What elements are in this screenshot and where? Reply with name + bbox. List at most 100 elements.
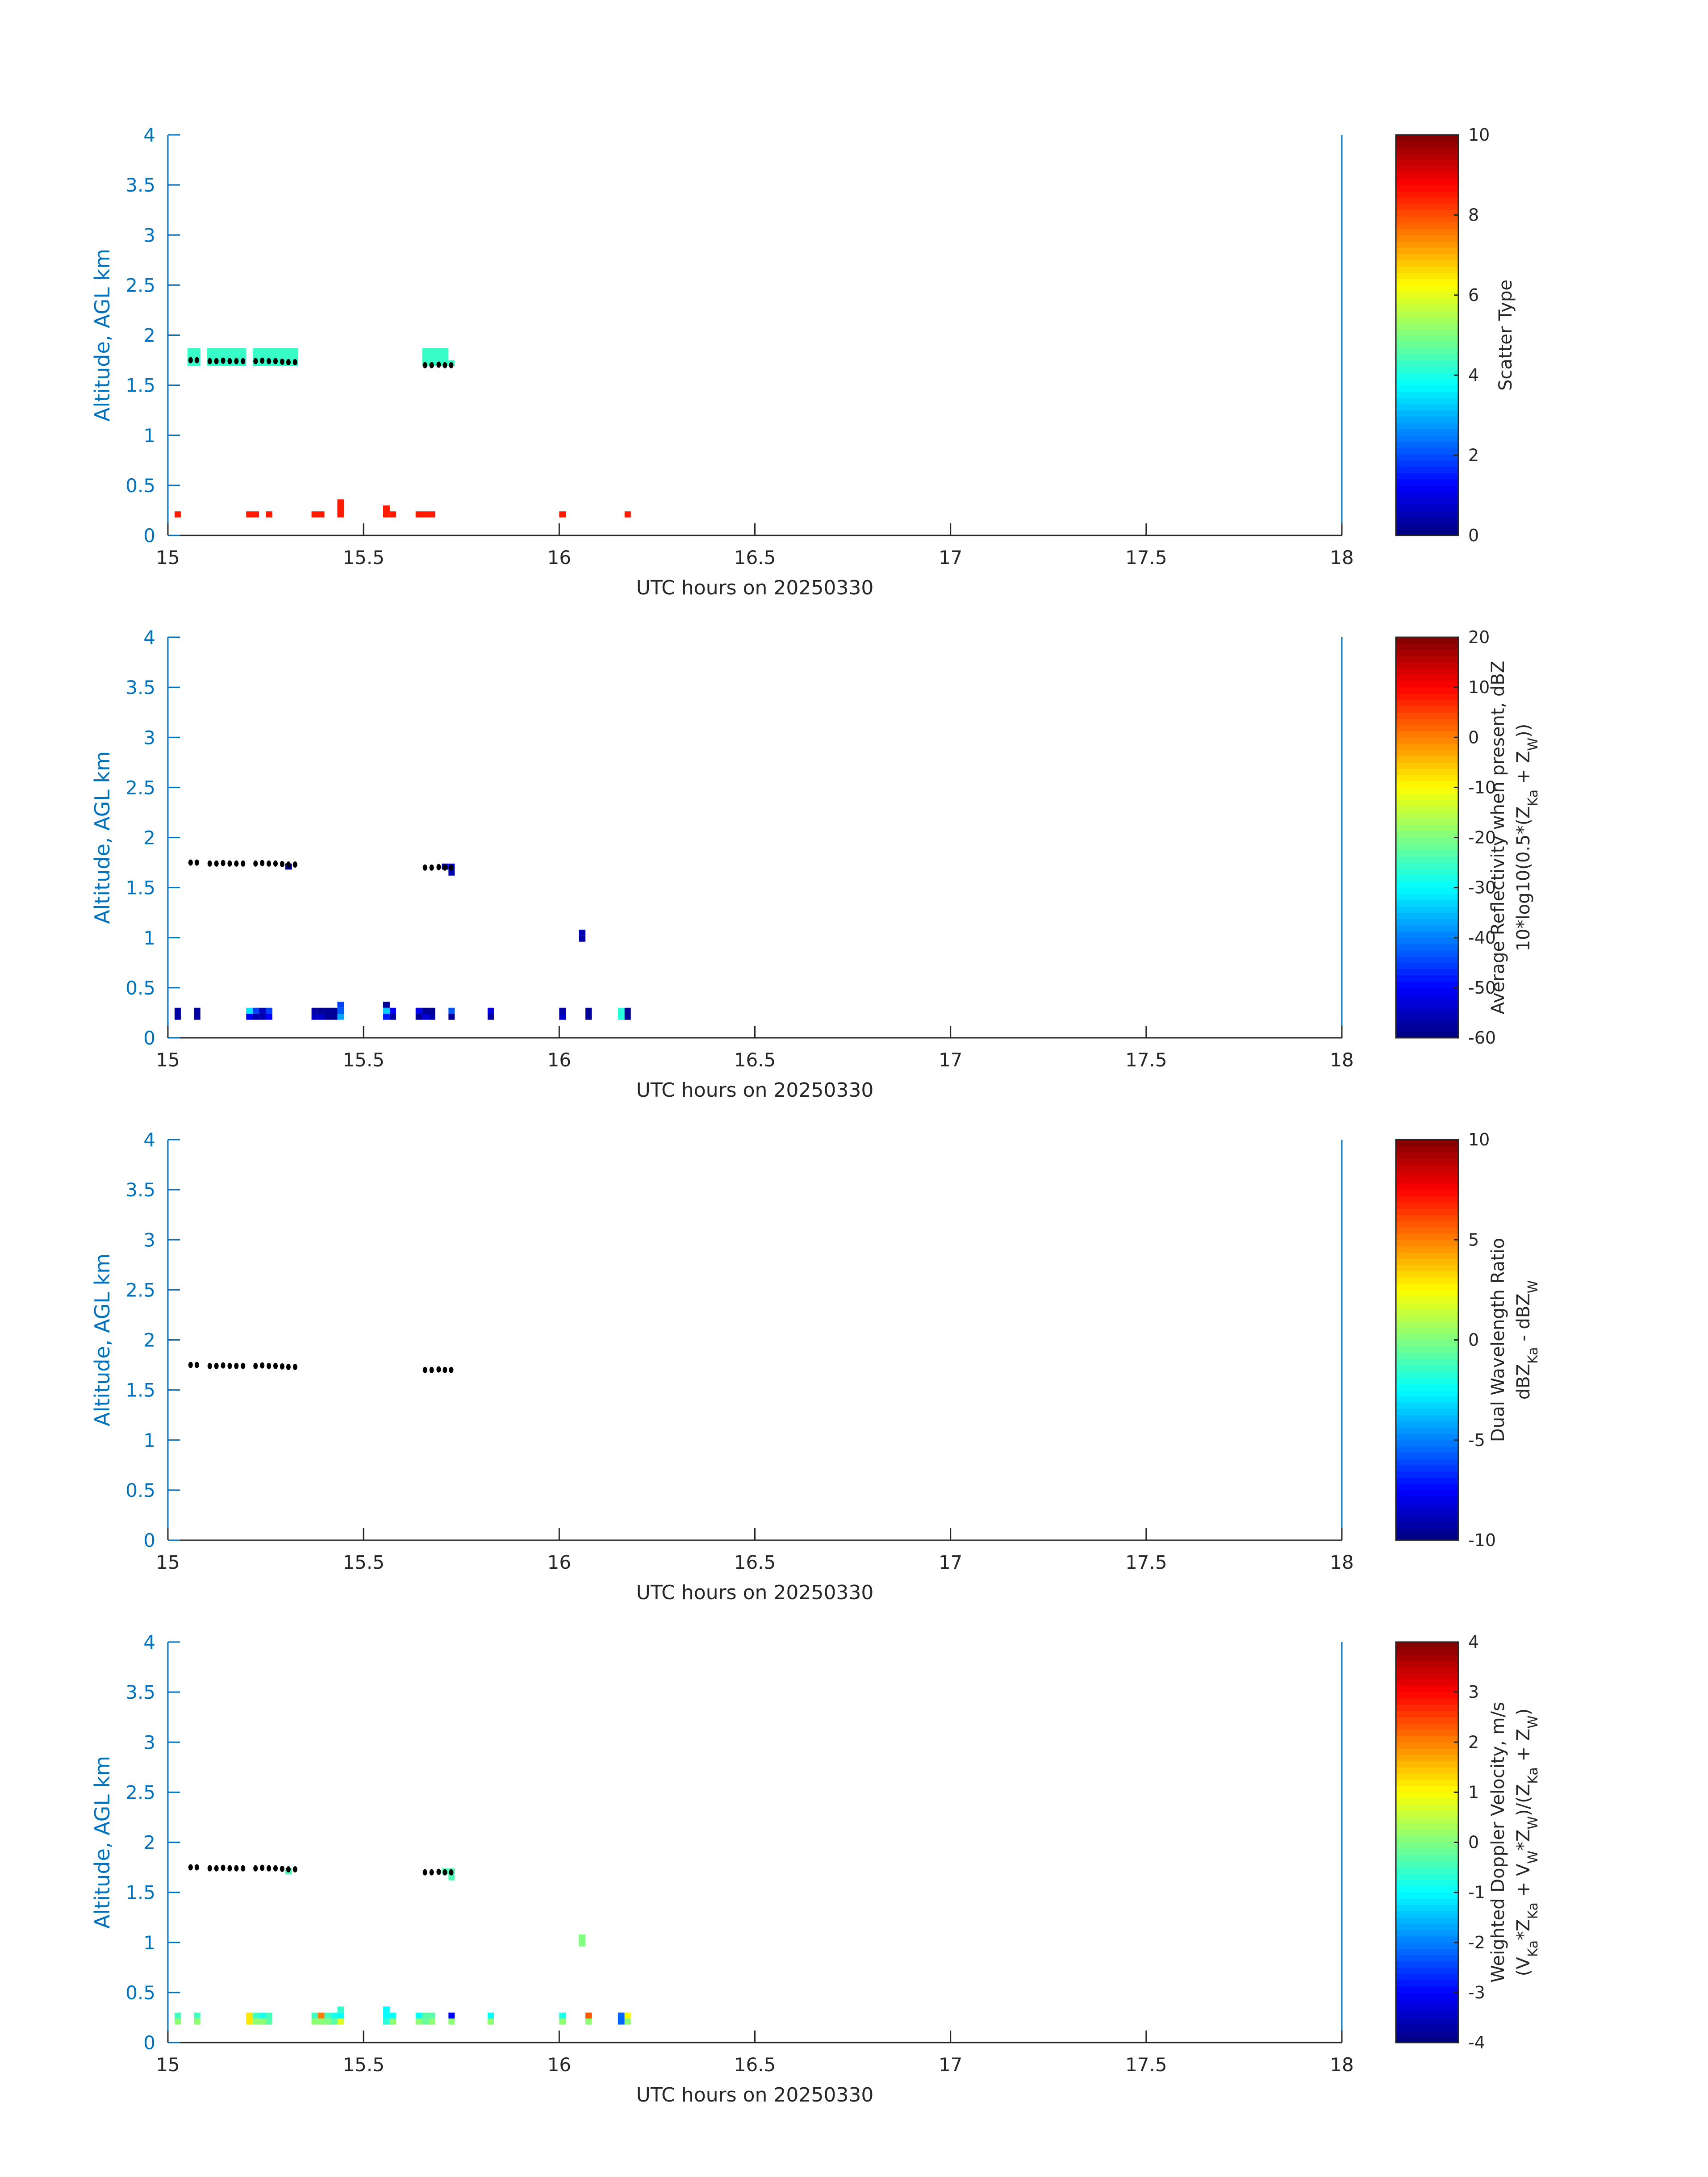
colorbar-band bbox=[1396, 1458, 1458, 1466]
colorbar-band bbox=[1396, 185, 1458, 192]
data-cell bbox=[174, 1007, 181, 1014]
data-cell bbox=[266, 511, 272, 518]
colorbar-band bbox=[1396, 719, 1458, 725]
cloud-base-marker bbox=[214, 1865, 219, 1872]
colorbar-band bbox=[1396, 1265, 1458, 1271]
cloud-base-marker bbox=[221, 357, 226, 364]
cloud-base-marker bbox=[422, 864, 427, 871]
colorbar-label-text: (V bbox=[1513, 1957, 1534, 1976]
cloud-base-marker bbox=[227, 1865, 232, 1872]
colorbar-band bbox=[1396, 1705, 1458, 1711]
colorbar-band bbox=[1396, 1923, 1458, 1930]
data-cell bbox=[624, 2012, 631, 2019]
data-cell bbox=[337, 2006, 344, 2013]
cloud-base-marker bbox=[286, 359, 291, 366]
colorbar-band bbox=[1396, 454, 1458, 461]
cloud-base-marker bbox=[436, 864, 441, 870]
colorbar-band bbox=[1396, 472, 1458, 480]
colorbar-tick-label: 1 bbox=[1468, 1782, 1479, 1802]
colorbar-tick-label: -50 bbox=[1468, 978, 1496, 998]
colorbar-band bbox=[1396, 347, 1458, 355]
colorbar-band bbox=[1396, 962, 1458, 969]
data-cell bbox=[585, 2012, 592, 2019]
colorbar-band bbox=[1396, 1490, 1458, 1497]
x-axis-label: UTC hours on 20250330 bbox=[636, 2084, 874, 2106]
colorbar-band bbox=[1396, 819, 1458, 826]
y-tick-label: 3.5 bbox=[125, 677, 155, 698]
colorbar-band bbox=[1396, 210, 1458, 217]
colorbar-band bbox=[1396, 1942, 1458, 1949]
data-cell bbox=[311, 511, 325, 518]
colorbar-band bbox=[1396, 825, 1458, 832]
colorbar-label-subscript: W bbox=[1525, 1816, 1541, 1830]
colorbar-band bbox=[1396, 1171, 1458, 1178]
data-cell bbox=[331, 2012, 338, 2019]
colorbar-band bbox=[1396, 1227, 1458, 1234]
cloud-base-marker bbox=[260, 357, 265, 364]
cloud-base-marker bbox=[449, 1366, 454, 1373]
colorbar-tick-label: 0 bbox=[1468, 1833, 1479, 1852]
colorbar-label-subscript: Ka bbox=[1525, 1902, 1541, 1919]
colorbar-band bbox=[1396, 322, 1458, 330]
colorbar-label-text: Scatter Type bbox=[1495, 280, 1516, 391]
panel-2: 0 0.5 1 1.5 2 2.5 3 3.5 4 15 15.5 16 16.5 17 17.5 18 UTC… bbox=[90, 627, 1541, 1102]
colorbar-band bbox=[1396, 260, 1458, 267]
colorbar-band bbox=[1396, 229, 1458, 235]
data-cell bbox=[487, 1007, 494, 1014]
colorbar-tick-label: -10 bbox=[1468, 777, 1496, 797]
colorbar-band bbox=[1396, 397, 1458, 405]
colorbar-tick-label: -5 bbox=[1468, 1430, 1485, 1450]
colorbar-label-text: - dBZ bbox=[1513, 1293, 1534, 1347]
colorbar-band bbox=[1396, 1917, 1458, 1924]
colorbar-band bbox=[1396, 950, 1458, 957]
colorbar-tick-label: 0 bbox=[1468, 1330, 1479, 1350]
colorbar-band bbox=[1396, 1271, 1458, 1278]
colorbar-band bbox=[1396, 637, 1458, 644]
colorbar-band bbox=[1396, 1873, 1458, 1880]
colorbar-band bbox=[1396, 429, 1458, 436]
colorbar-band bbox=[1396, 1190, 1458, 1196]
colorbar-label-line: Dual Wavelength Ratio bbox=[1488, 1238, 1508, 1442]
data-cell bbox=[337, 1007, 344, 1014]
colorbar-band bbox=[1396, 969, 1458, 976]
colorbar-band bbox=[1396, 1483, 1458, 1491]
cloud-base-marker bbox=[429, 864, 434, 871]
colorbar-band bbox=[1396, 1855, 1458, 1862]
cloud-base-markers bbox=[188, 357, 454, 368]
colorbar-band bbox=[1396, 1471, 1458, 1478]
colorbar-tick-label: -3 bbox=[1468, 1983, 1485, 2002]
colorbar-band bbox=[1396, 662, 1458, 669]
colorbar-band bbox=[1396, 787, 1458, 794]
cloud-base-marker bbox=[253, 1362, 258, 1369]
data-cell bbox=[337, 499, 344, 518]
colorbar: -60 -50 -40 -30 -20 -10 0 10 20 Average Reflectiv… bbox=[1395, 627, 1541, 1048]
colorbar-tick-label: -40 bbox=[1468, 928, 1496, 948]
colorbar-band bbox=[1396, 1371, 1458, 1378]
cloud-base-marker bbox=[260, 1864, 265, 1871]
colorbar-band bbox=[1396, 372, 1458, 380]
x-tick-label: 15 bbox=[156, 1049, 180, 1071]
cloud-base-marker bbox=[273, 1362, 278, 1369]
colorbar-band bbox=[1396, 1755, 1458, 1761]
y-tick-label: 0.5 bbox=[125, 1479, 155, 1501]
data-cell bbox=[317, 2012, 325, 2019]
colorbar-band bbox=[1396, 329, 1458, 336]
colorbar-tick-label: 20 bbox=[1468, 627, 1490, 647]
colorbar-band bbox=[1396, 522, 1458, 530]
colorbar-band bbox=[1396, 316, 1458, 323]
colorbar-label-text: + V bbox=[1513, 1864, 1534, 1902]
colorbar-band bbox=[1396, 1842, 1458, 1849]
colorbar-band bbox=[1396, 762, 1458, 769]
colorbar-band bbox=[1396, 1880, 1458, 1887]
colorbar-band bbox=[1396, 1340, 1458, 1347]
colorbar-band bbox=[1396, 1692, 1458, 1699]
colorbar-band bbox=[1396, 1936, 1458, 1943]
data-cell bbox=[415, 2012, 422, 2019]
colorbar-band bbox=[1396, 1805, 1458, 1812]
data-cell bbox=[448, 1007, 455, 1014]
colorbar-band bbox=[1396, 900, 1458, 907]
cloud-base-marker bbox=[273, 860, 278, 867]
colorbar-band bbox=[1396, 1717, 1458, 1724]
data-cell bbox=[174, 2018, 181, 2025]
colorbar-band bbox=[1396, 1152, 1458, 1159]
